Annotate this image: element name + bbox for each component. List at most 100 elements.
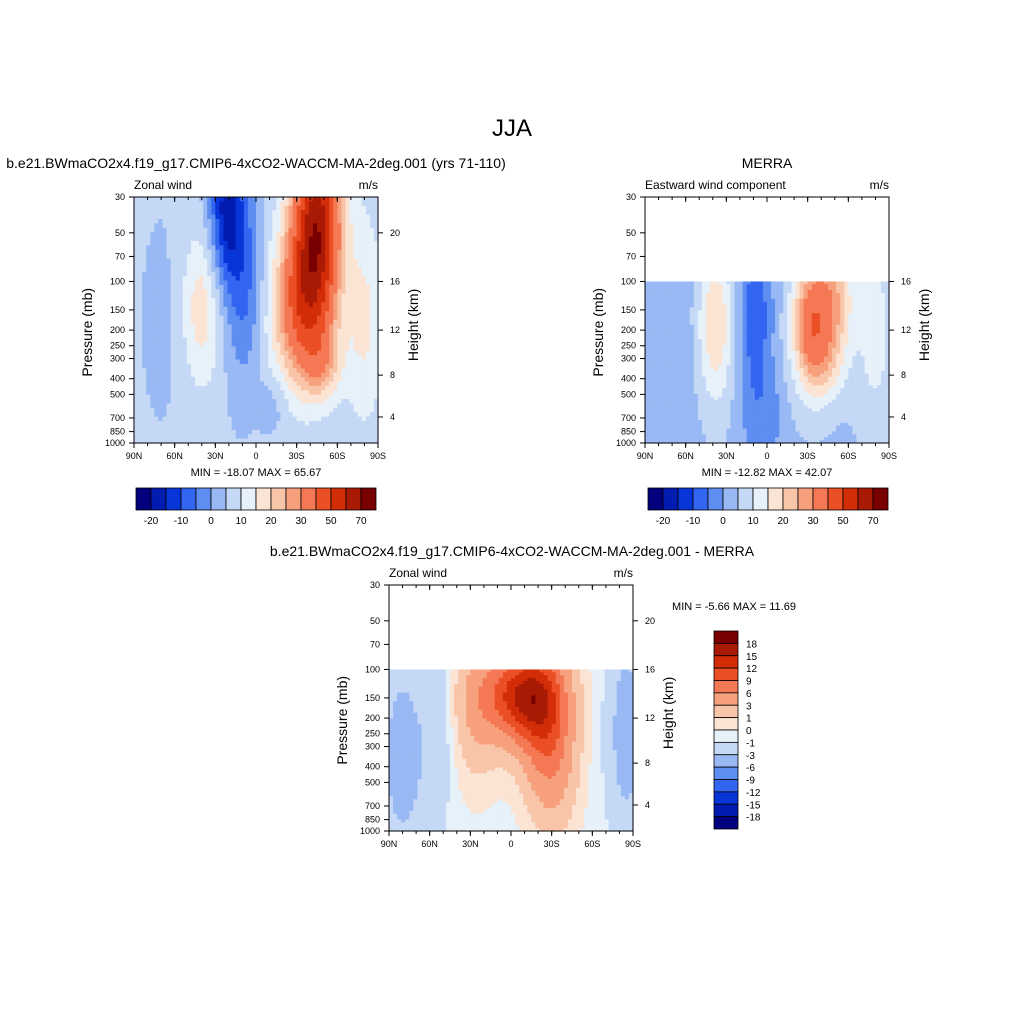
field-cell	[260, 214, 265, 220]
field-cell	[296, 267, 302, 273]
field-cell	[154, 306, 159, 312]
field-cell	[178, 223, 184, 229]
field-cell	[296, 368, 302, 374]
field-cell	[215, 284, 220, 290]
field-cell	[317, 289, 322, 295]
field-cell	[292, 236, 298, 242]
field-cell	[203, 341, 208, 347]
field-cell	[312, 346, 318, 352]
field-cell	[260, 368, 265, 374]
field-cell	[166, 245, 172, 251]
field-cell	[239, 267, 245, 273]
field-cell	[856, 301, 862, 306]
field-cell	[146, 350, 151, 356]
field-cell	[329, 421, 334, 427]
field-cell	[264, 324, 269, 330]
field-cell	[227, 385, 233, 391]
field-cell	[758, 316, 764, 320]
field-cell	[325, 306, 330, 312]
field-cell	[211, 328, 216, 334]
field-cell	[174, 236, 180, 242]
field-cell	[247, 390, 253, 396]
field-cell	[300, 271, 306, 277]
field-cell	[174, 218, 180, 224]
field-cell	[369, 359, 375, 365]
field-cell	[280, 341, 286, 347]
field-cell	[325, 262, 330, 268]
field-cell	[345, 394, 351, 400]
field-cell	[223, 346, 229, 352]
field-cell	[182, 355, 188, 361]
field-cell	[272, 249, 277, 255]
field-cell	[333, 421, 338, 427]
field-cell	[203, 205, 208, 211]
field-cell	[746, 290, 752, 294]
field-cell	[235, 320, 241, 325]
field-cell	[186, 232, 192, 238]
field-cell	[811, 350, 817, 355]
field-cell	[251, 416, 257, 422]
field-cell	[292, 390, 298, 396]
field-cell	[239, 298, 245, 304]
field-cell	[341, 258, 347, 264]
field-cell	[280, 403, 286, 409]
field-cell	[742, 298, 748, 303]
field-cell	[365, 324, 371, 330]
field-cell	[657, 333, 662, 337]
field-cell	[199, 394, 204, 400]
field-cell	[884, 301, 890, 306]
field-cell	[292, 394, 298, 400]
field-cell	[787, 339, 792, 343]
field-cell	[669, 310, 675, 314]
field-cell	[357, 390, 363, 396]
field-cell	[207, 249, 212, 255]
field-cell	[738, 350, 744, 355]
field-cell	[182, 306, 188, 312]
field-cell	[710, 287, 715, 291]
field-cell	[730, 336, 736, 340]
field-cell	[738, 318, 744, 323]
field-cell	[321, 324, 326, 330]
field-cell	[811, 293, 817, 297]
field-cell	[317, 355, 322, 361]
field-cell	[795, 290, 801, 294]
field-cell	[308, 214, 314, 220]
field-cell	[860, 293, 866, 297]
field-cell	[284, 390, 290, 396]
field-cell	[341, 320, 347, 325]
field-cell	[803, 304, 809, 309]
field-cell	[665, 281, 670, 285]
field-cell	[807, 316, 813, 320]
field-cell	[166, 298, 172, 304]
field-cell	[884, 333, 890, 337]
field-cell	[146, 249, 151, 255]
field-cell	[150, 289, 155, 295]
field-cell	[840, 310, 845, 314]
field-cell	[317, 368, 322, 374]
field-cell	[795, 281, 801, 285]
field-cell	[321, 390, 326, 396]
field-cell	[142, 298, 147, 304]
field-cell	[840, 324, 845, 329]
field-cell	[203, 249, 208, 255]
field-cell	[361, 232, 367, 238]
field-cell	[142, 337, 147, 343]
field-cell	[649, 330, 654, 334]
field-cell	[280, 293, 286, 299]
field-cell	[645, 301, 650, 306]
field-cell	[828, 316, 833, 320]
field-cell	[182, 232, 188, 238]
field-cell	[280, 311, 286, 317]
field-cell	[844, 350, 849, 355]
field-cell	[373, 416, 379, 422]
field-cell	[138, 429, 143, 435]
field-cell	[353, 218, 359, 224]
field-cell	[308, 403, 314, 409]
field-cell	[247, 289, 253, 295]
field-cell	[260, 254, 265, 260]
field-cell	[333, 210, 338, 216]
field-cell	[848, 342, 853, 346]
field-cell	[779, 284, 784, 288]
field-cell	[215, 201, 220, 207]
field-cell	[199, 320, 204, 325]
